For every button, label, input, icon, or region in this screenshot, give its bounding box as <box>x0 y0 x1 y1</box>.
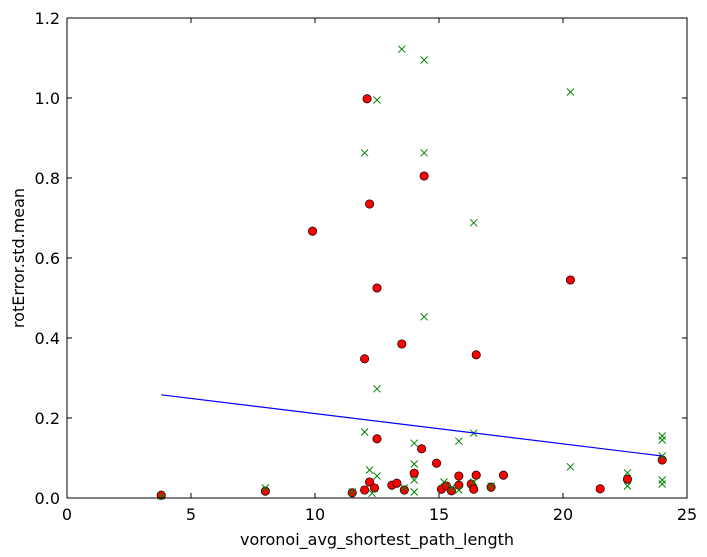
circle-marker-point <box>469 484 479 494</box>
x-marker-point <box>447 484 456 492</box>
x-marker-point <box>365 466 374 474</box>
x-marker-point <box>348 488 357 496</box>
x-marker-point <box>420 56 428 64</box>
circle-marker-point <box>657 455 667 465</box>
x-marker-point <box>440 478 448 486</box>
x-marker-point <box>420 148 428 157</box>
x-marker-point <box>420 312 428 321</box>
y-tick-label: 0.0 <box>35 489 60 508</box>
x-marker-point <box>368 489 376 498</box>
circle-marker-point <box>417 444 427 454</box>
circle-marker-point <box>372 434 382 444</box>
x-tick-label: 10 <box>305 505 325 524</box>
plot-frame <box>66 17 688 499</box>
x-marker-point <box>658 480 667 488</box>
x-tick-label: 5 <box>186 505 196 524</box>
x-marker-point <box>360 148 369 157</box>
x-marker-point <box>400 484 409 492</box>
circle-marker-point <box>156 490 166 500</box>
circle-marker-point <box>360 354 370 364</box>
x-marker-point <box>360 428 369 436</box>
y-tick-label: 0.2 <box>35 409 60 428</box>
y-tick-label: 1.0 <box>35 89 60 108</box>
x-marker-point <box>373 96 381 104</box>
circle-marker-point <box>486 482 496 492</box>
y-tick-label: 0.4 <box>35 329 60 348</box>
x-marker-point <box>658 436 667 444</box>
y-tick-label: 1.2 <box>35 9 60 28</box>
circle-marker-point <box>431 458 442 468</box>
x-marker-point <box>566 462 575 471</box>
x-marker-point <box>623 482 632 490</box>
x-marker-point <box>373 384 381 393</box>
circle-marker-point <box>372 283 382 293</box>
x-marker-point <box>410 488 419 496</box>
circle-marker-point <box>565 275 575 285</box>
circle-marker-point <box>347 488 357 498</box>
circle-marker-point <box>454 471 464 481</box>
circle-marker-point <box>260 486 270 496</box>
circle-marker-point <box>471 350 481 360</box>
circle-marker-point <box>419 171 429 181</box>
ticks-layer: 0 5 10 15 20 25 0.0 0.2 0.4 0.6 0.8 1.0 1.2 <box>35 9 698 524</box>
circle-marker-point <box>498 470 509 480</box>
regression-line <box>161 394 663 457</box>
x-marker-point <box>469 478 478 486</box>
circle-marker-point <box>307 226 318 236</box>
x-axis-label: voronoi_avg_shortest_path_length <box>240 530 514 550</box>
x-marker-point <box>397 45 406 54</box>
x-marker-point <box>487 482 495 490</box>
marks-layer <box>156 45 667 500</box>
x-tick-label: 0 <box>62 505 72 524</box>
x-marker-point <box>261 484 270 492</box>
x-marker-point <box>566 88 575 96</box>
circle-marker-point <box>362 94 372 104</box>
circle-marker-point <box>409 468 419 478</box>
circle-marker-point <box>360 485 370 495</box>
circle-marker-point <box>471 470 481 480</box>
circle-marker-point <box>454 480 464 490</box>
circle-marker-point <box>365 199 375 209</box>
x-marker-point <box>410 439 419 448</box>
x-marker-point <box>454 486 463 494</box>
circle-marker-point <box>595 484 605 494</box>
x-marker-point <box>373 472 381 480</box>
circle-marker-point <box>369 483 380 493</box>
x-marker-point <box>469 218 478 227</box>
y-tick-label: 0.6 <box>35 249 60 268</box>
x-tick-label: 25 <box>677 505 697 524</box>
circle-marker-point <box>446 486 456 496</box>
circle-marker-point <box>622 474 633 484</box>
circle-marker-point <box>399 485 409 495</box>
x-marker-point <box>410 476 419 484</box>
circle-marker-point <box>397 339 407 349</box>
plot-background <box>67 18 687 498</box>
y-axis-label: rotError.std.mean <box>9 188 28 328</box>
circle-marker-point <box>392 478 402 488</box>
circle-marker-point <box>365 477 375 487</box>
y-tick-label: 0.8 <box>35 169 60 188</box>
x-marker-point <box>454 437 463 446</box>
x-marker-point <box>623 468 632 477</box>
x-tick-label: 15 <box>429 505 449 524</box>
x-tick-label: 20 <box>553 505 573 524</box>
x-marker-point <box>410 460 419 468</box>
